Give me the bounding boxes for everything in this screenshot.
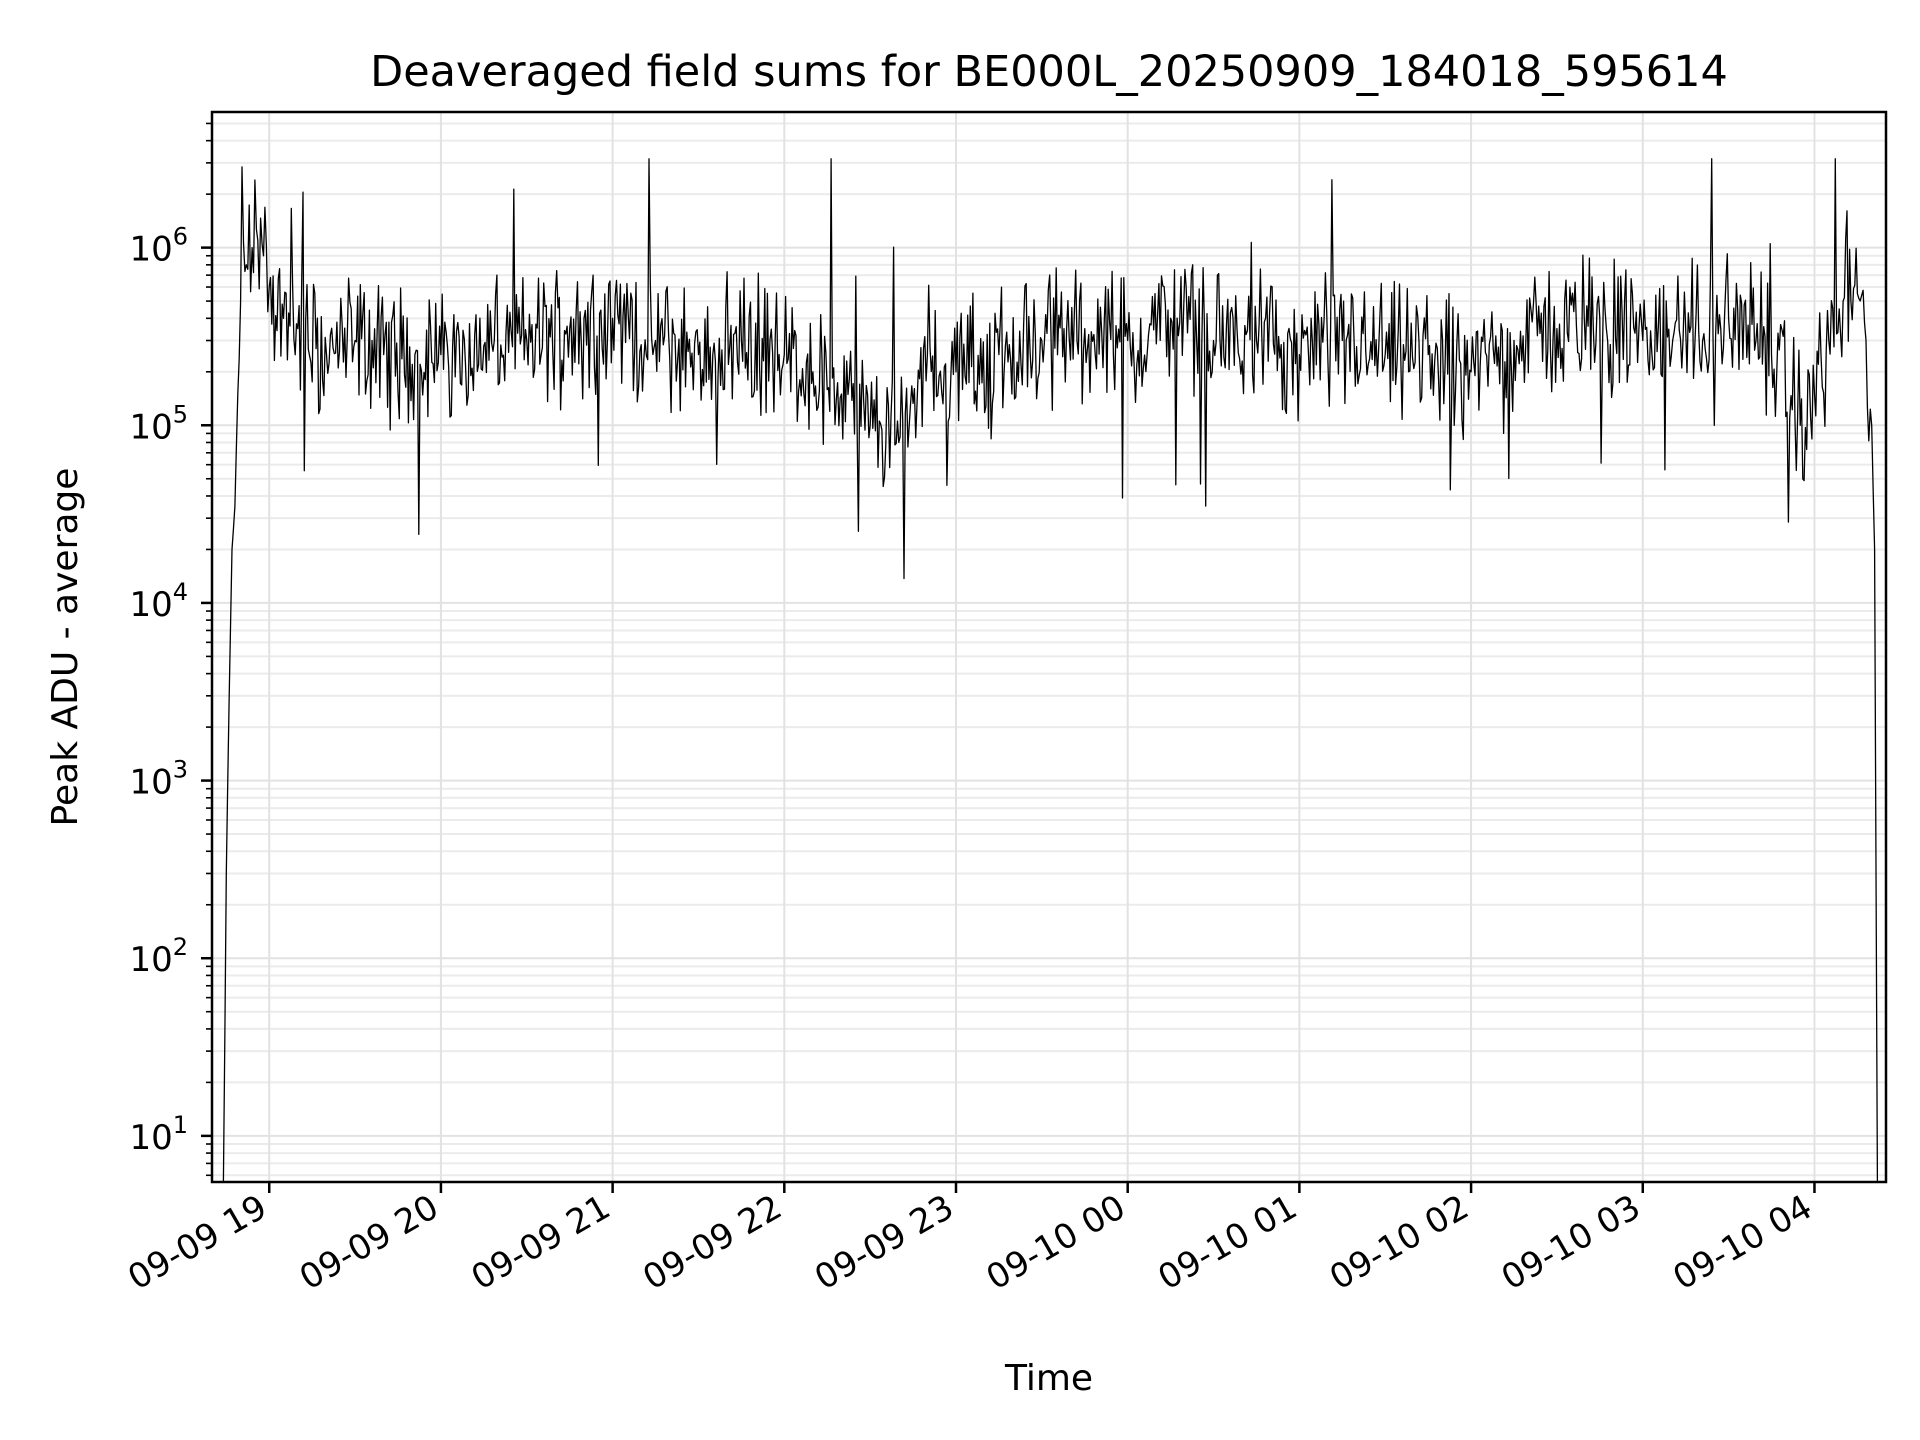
x-tick-labels: 09-09 19 09-09 20 09-09 21 09-09 22 09-09 23… [121, 1187, 1819, 1298]
y-tick-label: 101 [129, 1111, 188, 1158]
y-tick-exponent: 3 [173, 756, 188, 784]
y-tick-base: 10 [129, 1118, 172, 1158]
y-tick-label: 106 [129, 223, 188, 270]
x-tick-label: 09-10 04 [1667, 1187, 1819, 1298]
x-tick-label: 09-10 00 [980, 1187, 1132, 1298]
grid-lines [212, 112, 1886, 1182]
y-tick-base: 10 [129, 230, 172, 270]
y-tick-label: 103 [129, 756, 188, 803]
y-tick-label: 102 [129, 933, 188, 980]
y-tick-exponent: 4 [173, 578, 188, 606]
x-tick-label: 09-09 20 [293, 1187, 445, 1298]
x-tick-label: 09-09 19 [121, 1187, 273, 1298]
y-tick-base: 10 [129, 407, 172, 447]
y-tick-label: 105 [129, 400, 188, 447]
y-tick-exponent: 6 [173, 223, 188, 251]
y-tick-exponent: 2 [173, 933, 188, 961]
y-tick-label: 104 [129, 578, 188, 625]
y-tick-base: 10 [129, 763, 172, 803]
y-tick-base: 10 [129, 585, 172, 625]
x-tick-label: 09-10 03 [1495, 1187, 1647, 1298]
y-tick-base: 10 [129, 940, 172, 980]
y-tick-exponent: 1 [173, 1111, 188, 1139]
x-tick-label: 09-10 02 [1323, 1187, 1475, 1298]
y-axis-label: Peak ADU - average [45, 468, 86, 827]
chart-title: Deaveraged field sums for BE000L_2025090… [370, 47, 1728, 97]
x-tick-label: 09-09 23 [808, 1187, 960, 1298]
series-line [222, 158, 1879, 1183]
x-tick-label: 09-09 22 [636, 1187, 788, 1298]
x-tick-label: 09-10 01 [1151, 1187, 1303, 1298]
x-tick-label: 09-09 21 [465, 1187, 617, 1298]
axis-ticks [201, 122, 1816, 1193]
x-axis-label: Time [1004, 1358, 1093, 1399]
y-tick-exponent: 5 [173, 400, 188, 428]
plot-frame [210, 110, 1888, 1184]
